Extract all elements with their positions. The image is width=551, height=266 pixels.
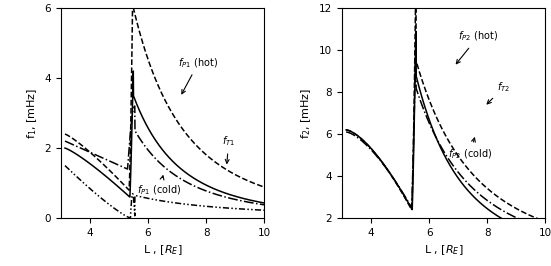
Text: $f_{P2}$ (hot): $f_{P2}$ (hot) xyxy=(456,30,498,64)
Y-axis label: f$_1$, [mHz]: f$_1$, [mHz] xyxy=(25,88,39,139)
Text: $f_{T2}$: $f_{T2}$ xyxy=(487,80,511,104)
X-axis label: L , [$R_E$]: L , [$R_E$] xyxy=(143,243,182,257)
Text: $f_{P1}$ (cold): $f_{P1}$ (cold) xyxy=(137,176,182,197)
Text: $f_{P2}$ (cold): $f_{P2}$ (cold) xyxy=(448,138,492,161)
Text: $f_{P1}$ (hot): $f_{P1}$ (hot) xyxy=(179,56,218,94)
Text: $f_{T1}$: $f_{T1}$ xyxy=(222,135,235,163)
X-axis label: L , [$R_E$]: L , [$R_E$] xyxy=(424,243,463,257)
Y-axis label: f$_2$, [mHz]: f$_2$, [mHz] xyxy=(299,88,313,139)
